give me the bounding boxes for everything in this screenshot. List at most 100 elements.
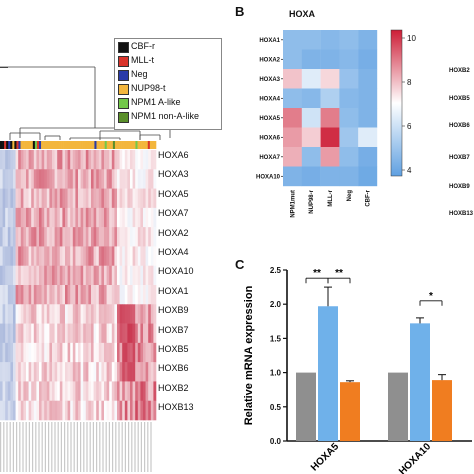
heatmap-a-cell — [72, 207, 76, 228]
heatmap-a-cell — [135, 150, 139, 170]
heatmap-a-cell — [127, 227, 131, 247]
heatmap-a-cell — [119, 246, 123, 267]
heatmap-a-cell — [62, 362, 66, 382]
heatmap-a-cell — [2, 304, 6, 324]
heatmap-a-cell — [31, 304, 35, 324]
heatmap-a-cell — [39, 400, 42, 421]
heatmap-a-cell — [59, 169, 63, 189]
heatmap-a-cell — [15, 400, 19, 421]
heatmap-a-cell — [135, 342, 139, 363]
heatmap-a-cell — [67, 362, 71, 382]
heatmap-a-cell — [80, 400, 84, 421]
heatmap-a-cell — [101, 362, 105, 382]
heatmap-a-cell — [119, 285, 123, 305]
heatmap-a-cell — [88, 381, 92, 402]
heatmap-a-cell — [67, 381, 71, 402]
heatmap-a-cell — [148, 381, 152, 402]
heatmap-a-cell — [98, 265, 102, 286]
heatmap-a-cell — [111, 381, 115, 402]
annotation-cell — [141, 141, 144, 149]
heatmap-a-cell — [70, 362, 74, 382]
heatmap-a-cell — [41, 400, 45, 421]
heatmap-a-cell — [153, 207, 157, 228]
heatmap-a-cell — [101, 265, 105, 286]
heatmap-a-cell — [91, 323, 94, 344]
heatmap-b-cell — [339, 147, 359, 167]
heatmap-a-cell — [7, 400, 11, 421]
annotation-cell — [10, 141, 13, 149]
annotation-cell — [32, 141, 36, 149]
heatmap-a-cell — [15, 265, 19, 286]
heatmap-a-cell — [52, 169, 55, 189]
heatmap-a-cell — [33, 285, 37, 305]
heatmap-a-cell — [28, 265, 32, 286]
heatmap-a-cell — [39, 381, 42, 402]
legend-label: MLL-t — [131, 55, 155, 65]
heatmap-a-cell — [85, 400, 89, 421]
heatmap-a-cell — [153, 188, 157, 209]
heatmap-a-cell — [127, 285, 131, 305]
heatmap-a-cell — [85, 188, 89, 209]
heatmap-a-cell — [140, 227, 144, 247]
heatmap-a-cell — [5, 362, 9, 382]
heatmap-a-cell — [153, 362, 157, 382]
heatmap-a-cell — [101, 246, 105, 267]
heatmap-a-cell — [124, 246, 128, 267]
heatmap-a-cell — [39, 323, 42, 344]
heatmap-a-cell — [145, 323, 149, 344]
heatmap-a-cell — [111, 400, 115, 421]
annotation-cell — [36, 141, 40, 149]
heatmap-a-cell — [57, 304, 61, 324]
sample-label — [86, 422, 88, 472]
heatmap-b-cell — [320, 49, 340, 70]
heatmap-a-cell — [93, 265, 97, 286]
heatmap-a-cell — [124, 188, 128, 209]
heatmap-a-cell — [78, 381, 81, 402]
heatmap-b-cell — [358, 166, 378, 187]
heatmap-a-cell — [7, 381, 11, 402]
annotation-bar — [0, 141, 157, 149]
heatmap-a-cell — [49, 323, 53, 344]
heatmap-a-cell — [46, 188, 50, 209]
annotation-cell — [106, 141, 110, 149]
heatmap-a-cell — [36, 246, 40, 267]
heatmap-a-cell — [33, 323, 37, 344]
annotation-cell — [73, 141, 77, 149]
heatmap-a-cell — [80, 285, 84, 305]
heatmap-a-cell — [10, 362, 14, 382]
heatmap-b-cell — [358, 30, 378, 50]
annotation-cell — [8, 141, 11, 149]
heatmap-a-cell — [57, 169, 61, 189]
heatmap-a-cell — [124, 265, 128, 286]
heatmap-a-cell — [150, 246, 154, 267]
heatmap-a-cell — [135, 381, 139, 402]
heatmap-a-cell — [31, 323, 35, 344]
heatmap-a-cell — [49, 169, 53, 189]
heatmap-a-cell — [41, 304, 45, 324]
heatmap-a-cell — [67, 227, 71, 247]
heatmap-a-cell — [75, 400, 79, 421]
heatmap-a-cell — [65, 169, 68, 189]
heatmap-a-cell — [15, 246, 19, 267]
heatmap-a-cell — [137, 150, 141, 170]
legend-swatch — [118, 84, 129, 95]
heatmap-b-cell — [358, 69, 378, 89]
heatmap-a-cell — [72, 362, 76, 382]
heatmap-a-cell — [10, 304, 14, 324]
heatmap-b-cell — [320, 127, 340, 148]
heatmap-a-cell — [75, 285, 79, 305]
heatmap-a-cell — [117, 362, 120, 382]
heatmap-a-cell — [46, 362, 50, 382]
sample-label — [150, 422, 152, 472]
heatmap-a-cell — [23, 342, 27, 363]
heatmap-a-cell — [104, 150, 107, 170]
heatmap-b-cell — [301, 166, 321, 187]
heatmap-a-cell — [33, 265, 37, 286]
heatmap-a-row-label: HOXB5 — [158, 344, 189, 354]
heatmap-a-cell — [57, 246, 61, 267]
heatmap-a-cell — [15, 342, 19, 363]
heatmap-a-cell — [67, 400, 71, 421]
heatmap-a-cell — [70, 323, 74, 344]
heatmap-a-cell — [59, 285, 63, 305]
annotation-cell — [67, 141, 71, 149]
